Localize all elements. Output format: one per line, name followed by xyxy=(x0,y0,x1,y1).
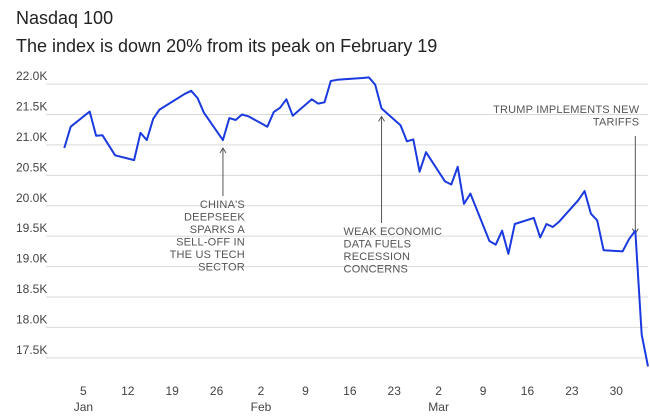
chart-title: Nasdaq 100 xyxy=(16,8,114,28)
annotation-text: SECTOR xyxy=(198,262,245,274)
y-axis-ticks: 17.5K 18.0K 18.5K 19.0K 19.5K 20.0K 20.5K 21.0K… xyxy=(16,69,47,357)
y-tick-label: 19.0K xyxy=(16,252,47,266)
x-tick-label: 9 xyxy=(302,384,309,398)
x-tick-label: 2 xyxy=(435,384,442,398)
annotation-text: THE US TECH xyxy=(170,249,245,261)
x-tick-label: 23 xyxy=(565,384,579,398)
x-tick-label: 16 xyxy=(521,384,535,398)
annotation-text: SPARKS A xyxy=(190,224,246,236)
x-month-label: Jan xyxy=(74,400,93,414)
annotation-text: CHINA'S xyxy=(200,199,245,211)
annotation-text: DATA FUELS xyxy=(344,239,412,251)
x-tick-label: 26 xyxy=(210,384,224,398)
x-month-label: Feb xyxy=(251,400,272,414)
x-tick-label: 16 xyxy=(343,384,357,398)
annotation-text: DEEPSEEK xyxy=(184,212,245,224)
y-tick-label: 22.0K xyxy=(16,69,47,83)
chart-subtitle: The index is down 20% from its peak on F… xyxy=(16,36,438,56)
y-tick-label: 21.0K xyxy=(16,130,47,144)
x-tick-label: 9 xyxy=(480,384,487,398)
series-line xyxy=(63,76,649,367)
annotation-text: CONCERNS xyxy=(344,264,409,276)
x-month-label: Mar xyxy=(428,400,449,414)
y-tick-label: 20.5K xyxy=(16,160,47,174)
y-tick-label: 21.5K xyxy=(16,100,47,114)
y-tick-label: 20.0K xyxy=(16,191,47,205)
y-tick-label: 18.5K xyxy=(16,282,47,296)
x-tick-label: 23 xyxy=(388,384,402,398)
x-tick-label: 19 xyxy=(166,384,180,398)
gridlines xyxy=(46,83,648,359)
annotation-text: TARIFFS xyxy=(593,117,639,129)
x-tick-label: 30 xyxy=(610,384,624,398)
y-tick-label: 19.5K xyxy=(16,221,47,235)
x-tick-label: 5 xyxy=(80,384,87,398)
annotation-text: WEAK ECONOMIC xyxy=(344,226,443,238)
annotation-text: RECESSION xyxy=(344,251,411,263)
annotation-text: TRUMP IMPLEMENTS NEW xyxy=(493,104,640,116)
x-tick-label: 12 xyxy=(121,384,135,398)
annotation-arrow xyxy=(378,115,385,122)
y-tick-label: 18.0K xyxy=(16,312,47,326)
y-tick-label: 17.5K xyxy=(16,343,47,357)
x-axis-ticks: 5 12 19 26 2 9 16 23 2 9 16 23 30 Jan Feb Mar xyxy=(74,384,624,414)
annotation-text: SELL-OFF IN xyxy=(176,237,245,249)
annotation-arrow xyxy=(219,147,227,154)
x-tick-label: 2 xyxy=(258,384,265,398)
